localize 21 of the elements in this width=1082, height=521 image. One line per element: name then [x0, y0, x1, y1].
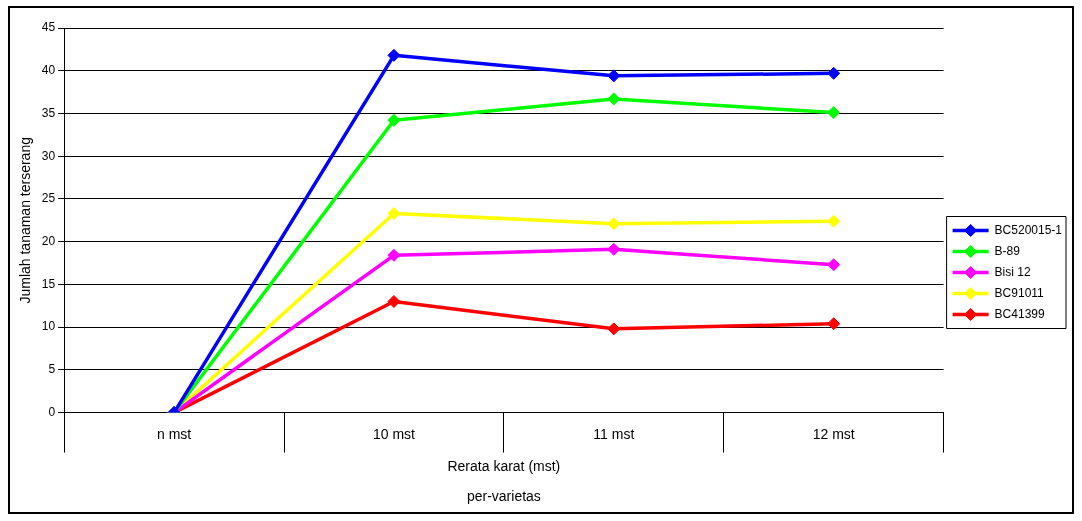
legend-label: Bisi 12: [994, 264, 1031, 279]
y-tick-label: 25: [41, 191, 56, 206]
y-tick-label: 10: [41, 319, 56, 334]
x-tick-label: n mst: [156, 425, 192, 442]
x-axis-title: Rerata karat (mst) per-varietas: [447, 457, 561, 505]
y-tick-label: 5: [48, 362, 56, 377]
x-tick-label: 12 mst: [812, 425, 855, 442]
y-tick-label: 30: [41, 148, 56, 163]
legend-label: BC91011: [994, 285, 1045, 300]
y-tick-label: 40: [41, 63, 56, 78]
legend-label: B-89: [994, 243, 1021, 258]
y-tick-label: 15: [41, 276, 56, 291]
y-tick-label: 35: [41, 105, 56, 120]
legend-label: BC41399: [994, 306, 1045, 321]
x-tick-label: 11 mst: [593, 425, 635, 442]
legend-label: BC520015-1: [994, 222, 1063, 237]
y-tick-label: 20: [41, 233, 56, 248]
y-tick-label: 0: [48, 404, 56, 419]
y-tick-label: 45: [41, 20, 56, 35]
x-tick-label: 10 mst: [372, 425, 416, 442]
y-axis-title: Jumlah tanaman terserang: [17, 137, 34, 304]
